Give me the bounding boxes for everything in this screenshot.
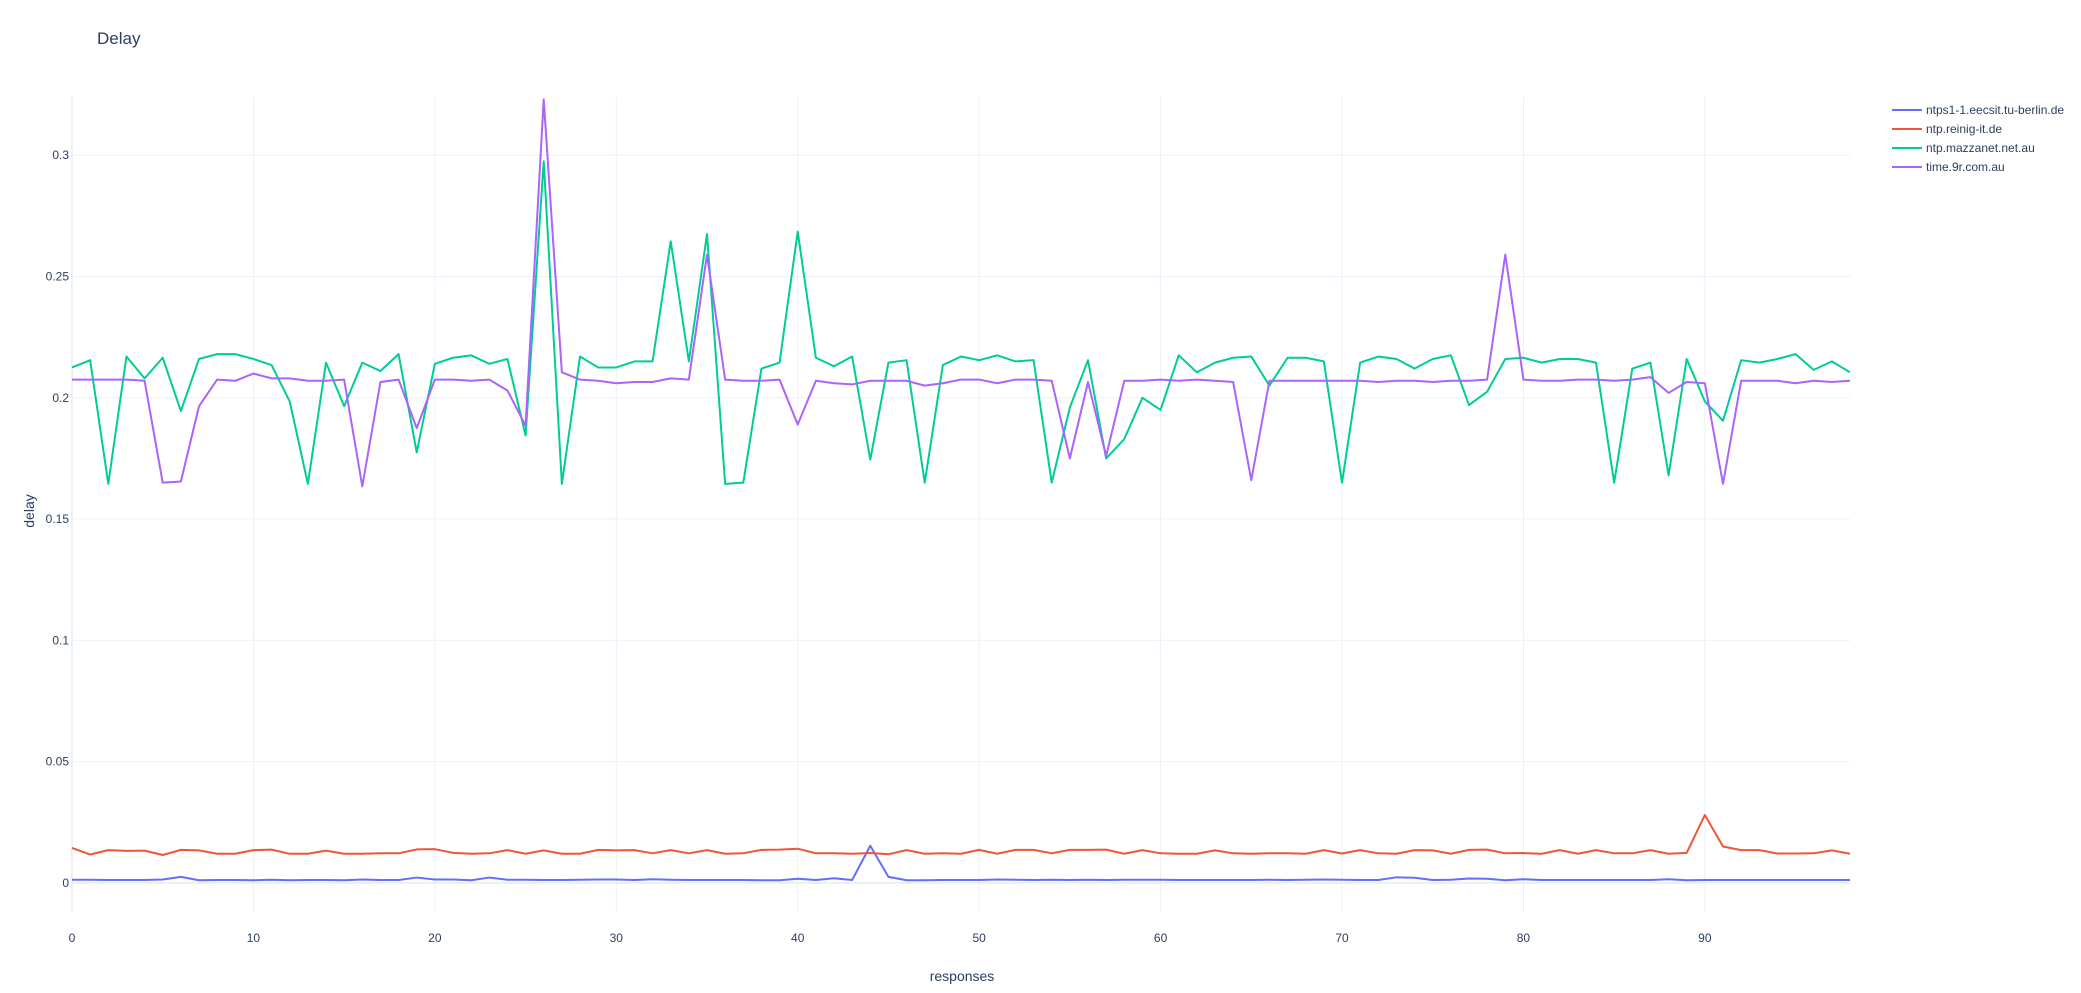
x-tick-label: 20 xyxy=(428,931,442,945)
x-tick-label: 40 xyxy=(791,931,805,945)
x-tick-label: 80 xyxy=(1517,931,1531,945)
legend-label: ntp.reinig-it.de xyxy=(1926,122,2002,136)
legend-item[interactable]: time.9r.com.au xyxy=(1892,160,2005,174)
y-tick-label: 0.25 xyxy=(46,269,70,283)
x-tick-label: 0 xyxy=(69,931,76,945)
chart-title: Delay xyxy=(97,29,141,48)
y-tick-label: 0.15 xyxy=(46,512,70,526)
y-tick-label: 0.1 xyxy=(52,633,69,647)
x-tick-label: 90 xyxy=(1698,931,1712,945)
x-tick-label: 60 xyxy=(1154,931,1168,945)
legend-label: ntp.mazzanet.net.au xyxy=(1926,141,2035,155)
series-line-2[interactable] xyxy=(71,160,1851,485)
gridlines xyxy=(71,97,1850,912)
y-tick-label: 0.2 xyxy=(52,391,69,405)
y-tick-label: 0.3 xyxy=(52,148,69,162)
legend-item[interactable]: ntp.reinig-it.de xyxy=(1892,122,2002,136)
series-line-0[interactable] xyxy=(72,844,1850,882)
x-axis-title: responses xyxy=(930,968,995,984)
series-line-3[interactable] xyxy=(72,98,1851,488)
y-axis-ticks: 0 0.05 0.1 0.15 0.2 0.25 0.3 xyxy=(46,148,70,890)
x-tick-label: 70 xyxy=(1335,931,1349,945)
legend-label: time.9r.com.au xyxy=(1926,160,2005,174)
legend[interactable]: ntps1-1.eecsit.tu-berlin.de ntp.reinig-it… xyxy=(1892,103,2064,174)
y-axis-title: delay xyxy=(21,494,37,527)
y-tick-label: 0.05 xyxy=(46,755,70,769)
x-tick-label: 50 xyxy=(972,931,986,945)
x-axis-ticks: 0 10 20 30 40 50 60 70 80 90 xyxy=(69,931,1712,945)
y-tick-label: 0 xyxy=(62,876,69,890)
x-tick-label: 10 xyxy=(247,931,261,945)
x-tick-label: 30 xyxy=(610,931,624,945)
legend-item[interactable]: ntps1-1.eecsit.tu-berlin.de xyxy=(1892,103,2064,117)
legend-item[interactable]: ntp.mazzanet.net.au xyxy=(1892,141,2035,155)
series-lines xyxy=(71,98,1851,882)
legend-label: ntps1-1.eecsit.tu-berlin.de xyxy=(1926,103,2064,117)
series-line-1[interactable] xyxy=(71,813,1851,856)
